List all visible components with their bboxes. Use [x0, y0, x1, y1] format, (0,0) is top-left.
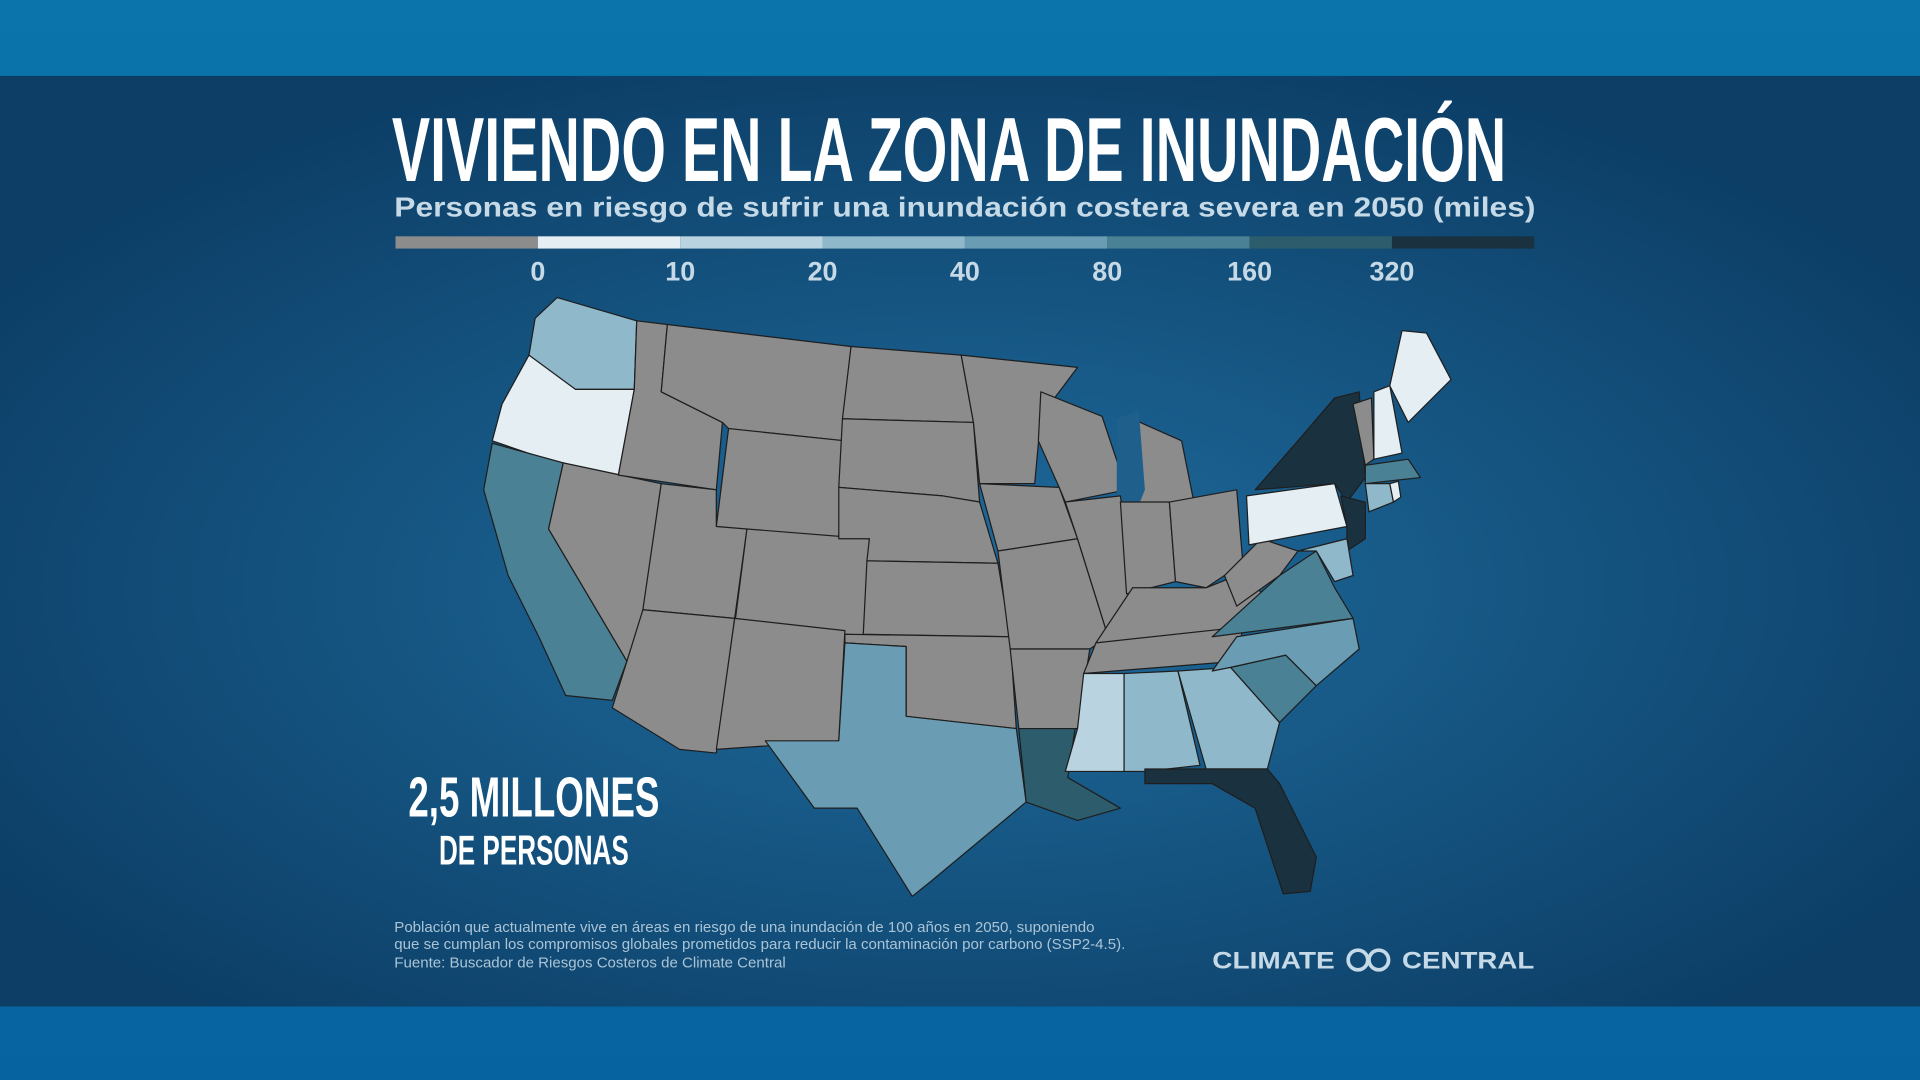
legend-label: 80 — [1092, 256, 1122, 286]
logo: CLIMATE CENTRAL — [1212, 948, 1534, 975]
state — [1373, 385, 1403, 460]
callout-value: 2,5 MILLONES — [408, 766, 659, 829]
state — [1223, 538, 1299, 607]
legend-swatch — [680, 236, 823, 249]
logo-text: CENTRAL — [1402, 948, 1534, 975]
map — [483, 296, 1452, 897]
logo-mark — [1367, 948, 1391, 972]
state — [960, 354, 1079, 485]
legend-swatch — [1391, 236, 1535, 249]
legend-swatch — [1249, 236, 1392, 249]
state — [1297, 538, 1354, 583]
state — [1364, 458, 1422, 485]
legend: 0 10 20 40 80 160 320 — [395, 236, 1535, 286]
legend-label: 320 — [1369, 256, 1414, 286]
state — [1211, 617, 1360, 687]
footnote: Población que actualmente vive en áreas … — [394, 919, 1094, 936]
footnote: que se cumplan los compromisos globales … — [394, 936, 1125, 953]
state — [1389, 480, 1402, 503]
state — [1144, 768, 1317, 895]
legend-label: 160 — [1227, 256, 1272, 286]
legend-label: 40 — [950, 256, 980, 286]
footnote: Fuente: Buscador de Riesgos Costeros de … — [394, 954, 785, 971]
state — [1064, 672, 1125, 773]
lake — [1116, 410, 1145, 521]
legend-swatch — [822, 236, 965, 249]
legend-swatch — [964, 236, 1108, 249]
title: VIVIENDO EN LA ZONA DE INUNDACIÓN — [392, 100, 1506, 201]
state — [715, 427, 846, 540]
legend-swatch — [1107, 236, 1250, 249]
state — [1211, 550, 1354, 638]
state — [764, 642, 1027, 897]
subtitle: Personas en riesgo de sufrir una inundac… — [394, 192, 1535, 223]
logo-text: CLIMATE — [1212, 948, 1334, 975]
state — [862, 560, 1011, 638]
state — [1389, 330, 1452, 424]
state — [1119, 501, 1177, 595]
legend-label: 20 — [808, 256, 838, 286]
legend-label: 0 — [530, 256, 545, 286]
state — [841, 345, 975, 424]
state — [715, 617, 846, 750]
legend-swatch — [395, 236, 538, 249]
state — [1340, 495, 1366, 552]
state — [1018, 727, 1122, 822]
callout-unit: DE PERSONAS — [439, 826, 629, 873]
state — [1009, 648, 1091, 730]
legend-swatch — [537, 236, 681, 249]
legend-label: 10 — [665, 256, 695, 286]
